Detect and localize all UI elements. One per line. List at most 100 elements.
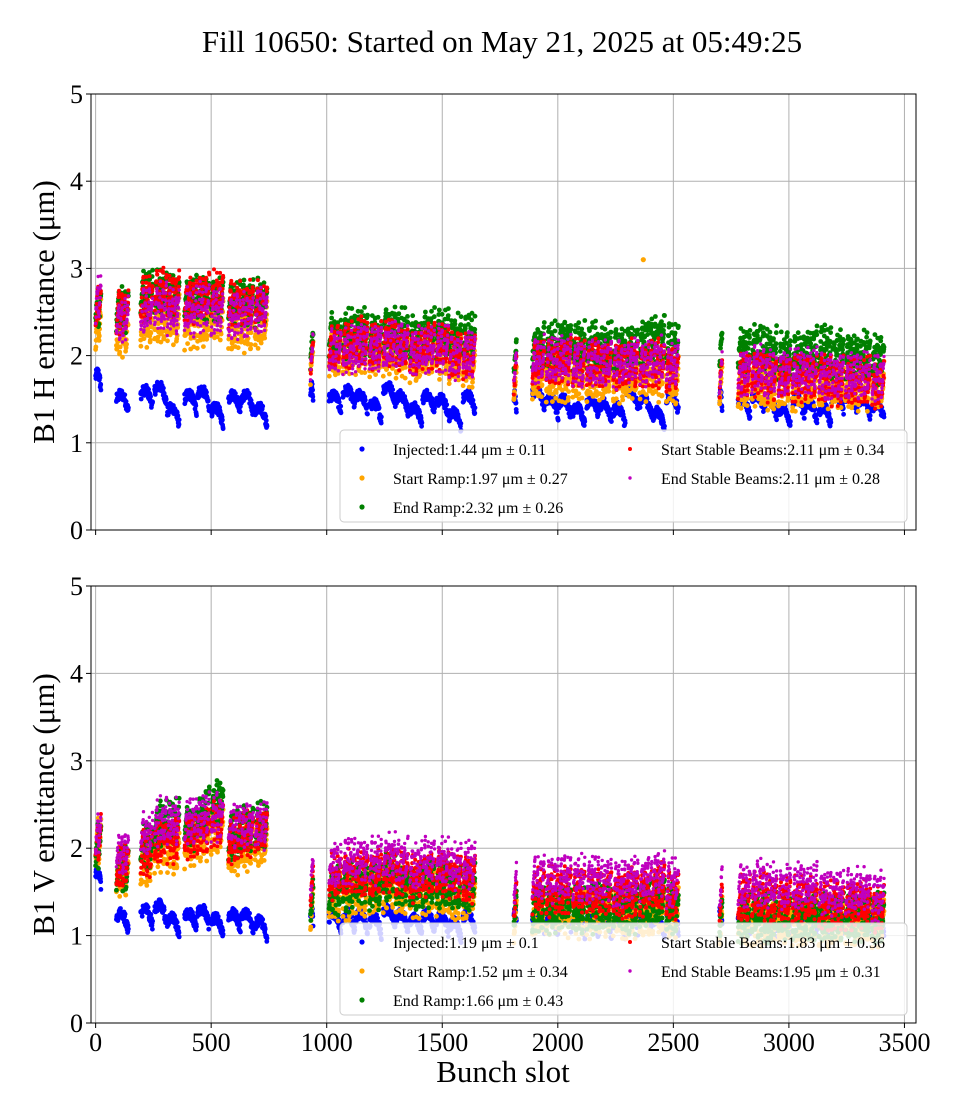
data-point bbox=[98, 381, 104, 387]
data-point bbox=[514, 409, 519, 415]
data-point bbox=[867, 413, 873, 418]
data-point bbox=[643, 399, 649, 404]
data-point bbox=[241, 350, 247, 356]
chart-title: Fill 10650: Started on May 21, 2025 at 0… bbox=[202, 24, 802, 59]
data-point bbox=[825, 406, 831, 412]
data-point bbox=[543, 399, 549, 405]
data-point bbox=[336, 399, 342, 405]
data-point bbox=[719, 408, 725, 414]
data-point bbox=[365, 312, 370, 318]
data-point bbox=[205, 398, 211, 404]
data-point bbox=[579, 410, 585, 415]
data-point bbox=[555, 410, 560, 415]
data-point bbox=[218, 331, 224, 337]
data-point bbox=[233, 391, 238, 396]
data-point bbox=[550, 399, 555, 404]
data-point bbox=[194, 413, 199, 419]
data-point bbox=[379, 414, 384, 420]
data-point bbox=[235, 345, 241, 351]
data-point bbox=[390, 387, 396, 393]
data-point bbox=[338, 317, 344, 323]
data-point bbox=[458, 421, 464, 426]
data-point bbox=[378, 420, 384, 426]
data-point bbox=[144, 345, 150, 350]
data-point bbox=[747, 408, 753, 414]
data-point bbox=[469, 384, 475, 390]
data-point bbox=[855, 408, 861, 414]
data-point bbox=[566, 395, 571, 400]
data-point bbox=[217, 337, 223, 343]
data-point bbox=[579, 395, 585, 401]
data-point bbox=[138, 396, 144, 402]
data-point bbox=[744, 403, 750, 408]
data-point bbox=[785, 395, 791, 401]
data-point bbox=[96, 333, 102, 339]
data-point bbox=[119, 284, 125, 289]
data-point bbox=[148, 394, 154, 399]
data-point bbox=[359, 309, 364, 314]
data-point bbox=[176, 417, 182, 423]
data-point bbox=[402, 375, 408, 381]
data-point bbox=[788, 419, 793, 424]
data-point bbox=[828, 420, 834, 425]
data-point bbox=[246, 391, 252, 397]
data-point bbox=[220, 426, 226, 432]
data-point bbox=[555, 417, 561, 423]
data-point bbox=[629, 396, 635, 401]
data-point bbox=[310, 398, 316, 403]
data-point bbox=[241, 277, 247, 283]
data-point bbox=[437, 377, 442, 382]
data-point bbox=[584, 399, 590, 405]
data-point bbox=[387, 371, 392, 377]
data-point bbox=[383, 307, 389, 313]
data-point bbox=[622, 420, 628, 426]
data-point bbox=[338, 410, 344, 416]
data-point bbox=[472, 410, 478, 416]
data-point bbox=[248, 342, 254, 347]
data-point bbox=[308, 382, 313, 388]
data-point bbox=[566, 389, 571, 394]
data-point bbox=[539, 382, 545, 388]
data-point bbox=[373, 372, 378, 377]
data-point bbox=[264, 423, 270, 429]
data-point bbox=[582, 419, 588, 424]
data-point bbox=[182, 347, 188, 353]
data-point bbox=[362, 370, 368, 375]
data-point bbox=[613, 396, 619, 402]
data-point bbox=[125, 405, 131, 411]
data-point bbox=[138, 343, 144, 349]
data-point bbox=[122, 392, 128, 398]
data-point bbox=[865, 408, 870, 414]
data-point bbox=[263, 413, 269, 419]
data-point bbox=[262, 335, 268, 341]
data-point bbox=[765, 407, 771, 413]
data-point bbox=[662, 423, 667, 429]
data-point bbox=[774, 417, 779, 423]
data-point bbox=[249, 401, 255, 407]
data-point bbox=[752, 403, 758, 409]
data-point bbox=[343, 311, 349, 316]
data-point bbox=[793, 408, 798, 414]
data-point bbox=[446, 381, 452, 387]
data-point bbox=[165, 338, 170, 344]
data-point bbox=[417, 372, 423, 378]
data-point bbox=[255, 346, 261, 351]
data-point bbox=[771, 406, 777, 412]
data-point bbox=[124, 341, 129, 347]
data-point bbox=[362, 305, 367, 310]
data-point bbox=[146, 387, 152, 392]
data-point bbox=[541, 407, 547, 413]
data-point bbox=[637, 396, 643, 402]
data-point bbox=[530, 396, 535, 402]
data-point bbox=[472, 405, 478, 411]
data-point bbox=[841, 411, 846, 417]
data-point bbox=[194, 345, 200, 351]
data-point bbox=[150, 399, 156, 405]
data-point bbox=[310, 387, 315, 393]
data-point bbox=[620, 397, 626, 403]
data-point bbox=[419, 420, 425, 426]
data-point bbox=[801, 416, 807, 421]
data-point bbox=[637, 405, 643, 410]
data-point bbox=[576, 391, 582, 397]
data-point bbox=[176, 422, 182, 427]
